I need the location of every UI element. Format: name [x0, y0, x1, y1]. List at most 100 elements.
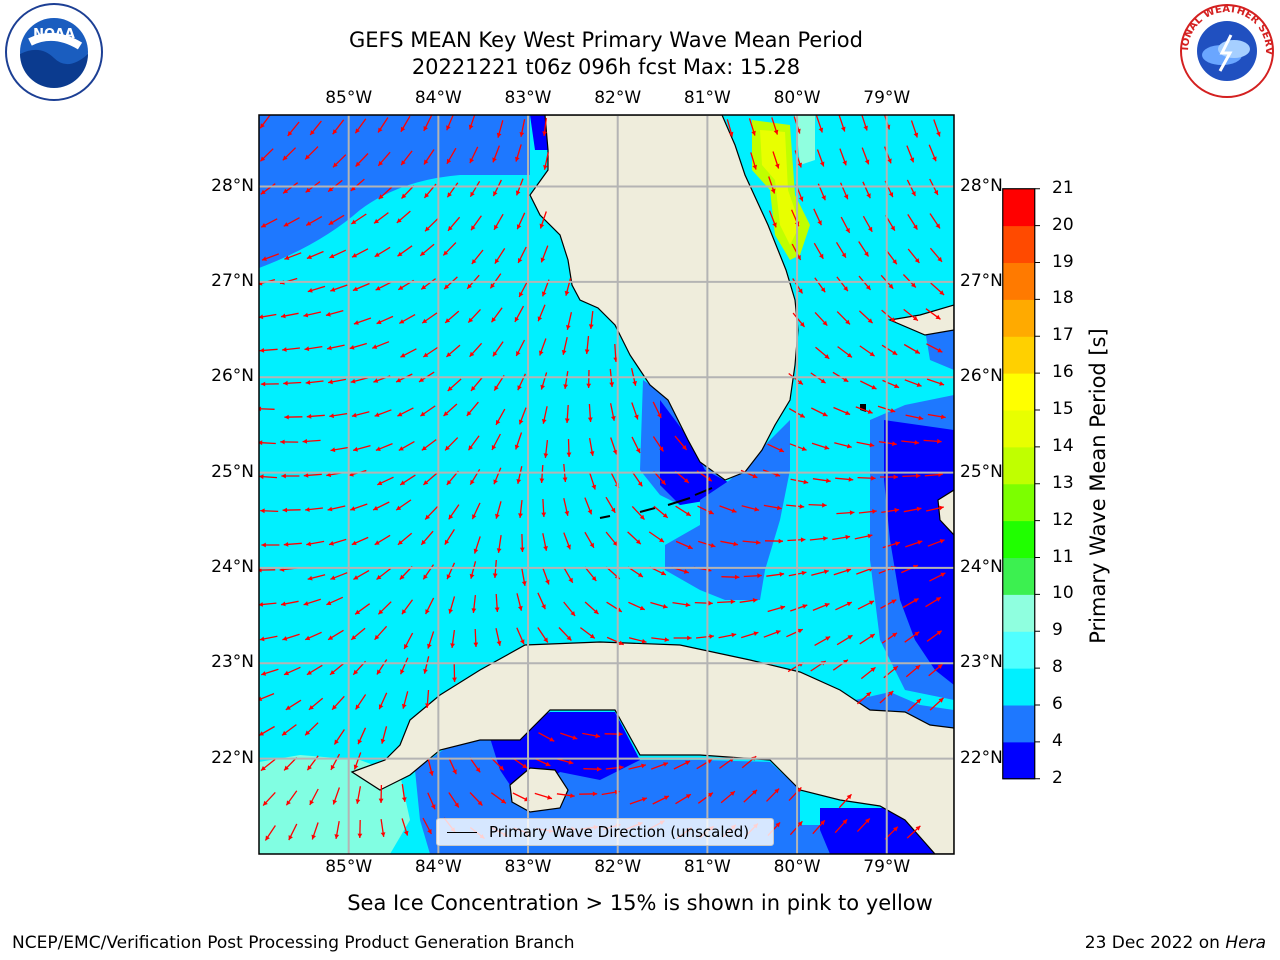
wave-arrow-head: [516, 479, 522, 484]
wave-arrow-head: [327, 506, 333, 512]
wave-arrow-head: [660, 479, 666, 485]
wave-arrow-head: [730, 599, 736, 605]
land-grand-bahama: [887, 304, 954, 336]
wave-arrow-head: [374, 218, 379, 224]
colorbar-tick-label: 9: [1052, 620, 1063, 641]
wave-arrow-head: [327, 345, 332, 351]
wave-arrow-head: [572, 735, 578, 740]
wave-arrow-head: [420, 251, 426, 256]
wave-arrow-head: [848, 477, 854, 482]
wave-arrow-head: [609, 382, 615, 387]
wave-arrow-head: [380, 738, 386, 744]
wave-arrow-head: [302, 438, 308, 444]
wave-arrow-head: [471, 259, 477, 264]
wave-arrow-head: [562, 477, 568, 482]
wave-arrow-head: [469, 573, 475, 579]
wave-arrow-head: [307, 575, 313, 581]
lon-tick-label-top: 81°W: [683, 88, 731, 108]
wave-arrow-head: [330, 287, 336, 292]
colorbar-tick-label: 11: [1052, 546, 1074, 567]
wave-arrow-head: [472, 514, 477, 520]
wave-arrow-head: [284, 414, 289, 420]
wave-arrow-head: [637, 481, 643, 487]
colorbar-swatch: [1002, 483, 1035, 522]
wave-arrow-head: [937, 438, 942, 444]
wave-arrow-head: [752, 473, 758, 479]
wave-arrow-head: [475, 767, 481, 773]
wave-arrow-head: [801, 446, 807, 451]
wave-arrow-head: [820, 820, 825, 826]
wave-arrow-head: [895, 541, 900, 546]
wave-arrow-head: [286, 800, 291, 806]
wave-arrow-head: [353, 575, 359, 580]
wave-arrow-head: [708, 600, 713, 606]
wave-arrow-head: [663, 762, 668, 767]
wave-arrow-head: [496, 132, 502, 138]
wave-arrow-head: [260, 189, 266, 195]
wave-arrow-head: [471, 608, 477, 613]
nws-logo: NATIONAL WEATHER SERVICE: [1172, 0, 1278, 105]
wave-arrow-head: [935, 223, 940, 229]
wave-arrow-head: [566, 325, 571, 330]
wave-arrow-head: [305, 187, 311, 193]
wave-arrow-head: [730, 791, 735, 796]
wave-arrow-head: [664, 637, 670, 642]
wave-arrow-head: [470, 191, 475, 197]
wave-arrow-head: [591, 484, 597, 490]
wave-arrow-head: [752, 598, 758, 603]
wave-arrow-head: [593, 609, 599, 614]
wave-arrow-head: [847, 352, 852, 358]
wave-arrow-head: [752, 789, 757, 795]
wave-arrow-head: [282, 507, 288, 513]
wave-arrow-head: [682, 445, 687, 450]
wave-arrow-head: [826, 478, 831, 483]
wave-arrow-head: [400, 480, 406, 485]
wave-arrow-head: [446, 158, 452, 164]
wave-arrow-head: [306, 414, 312, 419]
wave-arrow-head: [894, 383, 900, 388]
wave-arrow-head: [353, 320, 359, 325]
wave-arrow-head: [401, 193, 407, 199]
wave-arrow-head: [374, 634, 380, 640]
wave-arrow-head: [334, 834, 340, 839]
wave-arrow-head: [421, 539, 426, 545]
wave-arrow-head: [468, 317, 474, 323]
wave-arrow-head: [685, 602, 691, 608]
footer-branch: NCEP/EMC/Verification Post Processing Pr…: [12, 933, 575, 953]
colorbar-swatch: [1002, 262, 1035, 300]
wave-arrow-head: [797, 821, 803, 827]
wave-arrow-head: [332, 129, 338, 135]
wave-arrow-head: [893, 474, 898, 480]
wave-arrow-head: [540, 257, 546, 263]
wave-arrow-head: [374, 540, 380, 545]
wave-arrow-head: [423, 352, 429, 357]
colorbar-swatch: [1002, 410, 1035, 448]
wave-arrow-head: [568, 577, 573, 583]
wave-arrow-head: [634, 414, 639, 420]
wave-arrow-head: [374, 252, 380, 257]
colorbar-swatch: [1002, 188, 1035, 227]
wave-arrow-head: [914, 631, 920, 637]
wave-arrow-head: [259, 731, 264, 736]
wave-arrow-head: [310, 130, 315, 135]
lat-tick-label-right: 27°N: [960, 270, 1003, 291]
wave-arrow-head: [282, 155, 288, 161]
wave-arrow-head: [471, 386, 476, 391]
wave-arrow-head: [471, 225, 476, 231]
wave-arrow-head: [797, 162, 802, 168]
wave-arrow-head: [260, 156, 266, 162]
wave-arrow-head: [935, 314, 941, 320]
wave-arrow-head: [491, 445, 497, 450]
wave-arrow-head: [427, 829, 432, 834]
wave-arrow-head: [870, 667, 876, 672]
wave-arrow-head: [353, 446, 358, 452]
wave-arrow-head: [400, 126, 406, 132]
wave-arrow-head: [305, 380, 311, 385]
region-9-10-atlantic: [795, 115, 815, 165]
wave-arrow-head: [493, 479, 498, 485]
wave-arrow-head: [429, 770, 434, 776]
wave-arrow-head: [443, 411, 449, 416]
wave-arrow-head: [468, 124, 474, 130]
wave-arrow-head: [933, 190, 938, 195]
wave-arrow-head: [610, 507, 616, 513]
